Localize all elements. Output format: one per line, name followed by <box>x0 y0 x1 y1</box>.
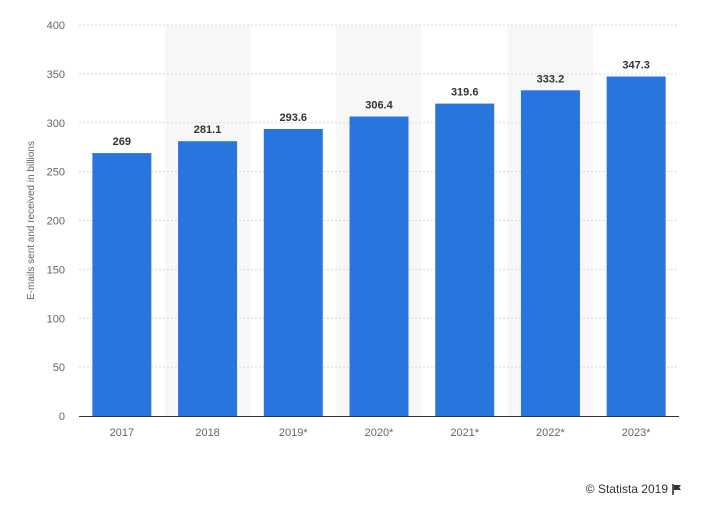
y-tick-label: 250 <box>47 167 65 179</box>
bar-2019[interactable] <box>263 129 323 417</box>
y-tick-label: 400 <box>47 20 65 32</box>
x-tick-label: 2018 <box>195 427 219 439</box>
bar-2017[interactable] <box>92 153 152 417</box>
value-labels: 269 281.1 293.6 306.4 319.6 333.2 347.3 <box>113 60 650 149</box>
statista-credit[interactable]: © Statista 2019 <box>586 482 682 496</box>
x-tick-label: 2017 <box>110 427 134 439</box>
bars <box>92 76 666 417</box>
x-tick-label: 2021* <box>450 427 479 439</box>
bar-2018[interactable] <box>178 141 238 417</box>
bar-2022[interactable] <box>520 90 580 416</box>
x-tick-label: 2019* <box>279 427 308 439</box>
y-tick-label: 300 <box>47 118 65 130</box>
y-tick-label: 50 <box>53 362 65 374</box>
y-tick-label: 350 <box>47 69 65 81</box>
x-tick-label: 2022* <box>536 427 565 439</box>
value-label: 333.2 <box>537 73 565 85</box>
value-label: 347.3 <box>622 60 650 72</box>
x-tick-label: 2023* <box>622 427 651 439</box>
x-tick-label: 2020* <box>365 427 394 439</box>
flag-icon[interactable] <box>672 483 682 495</box>
value-label: 269 <box>113 136 131 148</box>
y-tick-label: 100 <box>47 313 65 325</box>
y-tick-label: 0 <box>59 411 65 423</box>
bar-2021[interactable] <box>435 103 495 416</box>
y-axis-label: E-mails sent and received in billions <box>26 141 37 300</box>
y-tick-label: 150 <box>47 264 65 276</box>
bar-2020[interactable] <box>349 116 409 416</box>
y-axis-ticks: 0 50 100 150 200 250 300 350 400 <box>47 20 65 423</box>
value-label: 319.6 <box>451 87 479 99</box>
bar-2023[interactable] <box>606 76 666 416</box>
x-axis-labels: 2017 2018 2019* 2020* 2021* 2022* 2023* <box>110 427 652 439</box>
value-label: 293.6 <box>280 112 308 124</box>
value-label: 281.1 <box>194 124 222 136</box>
y-tick-label: 200 <box>47 216 65 228</box>
credit-text: © Statista 2019 <box>585 482 668 496</box>
value-label: 306.4 <box>365 99 393 111</box>
